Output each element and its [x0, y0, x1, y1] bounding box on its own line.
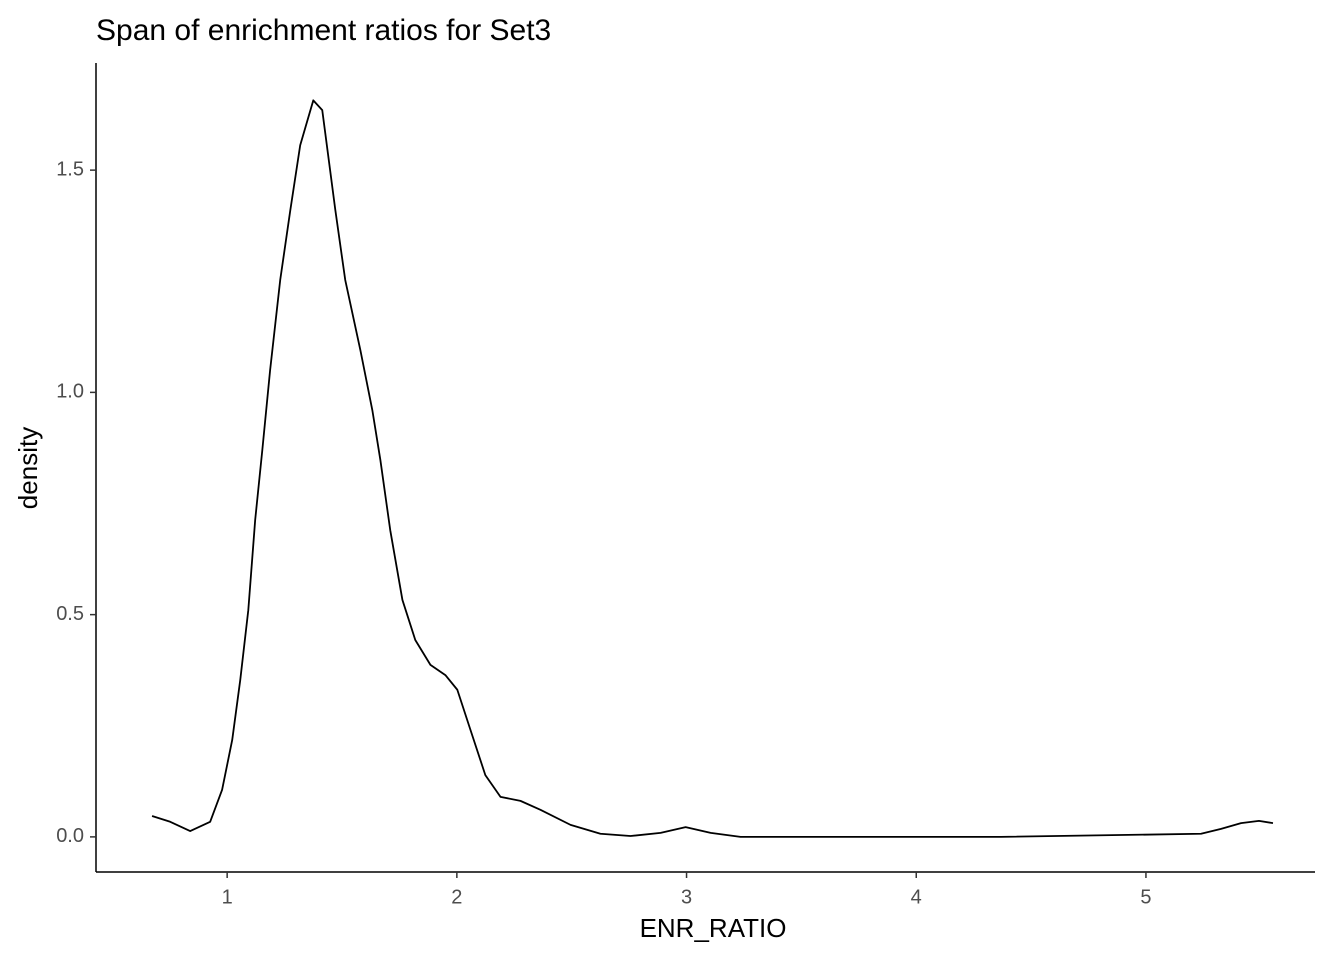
x-tick-label: 3 — [681, 886, 692, 908]
y-axis-title: density — [13, 427, 43, 509]
y-tick-label: 1.0 — [56, 381, 84, 403]
chart-title: Span of enrichment ratios for Set3 — [96, 14, 551, 47]
density-line — [151, 99, 1274, 838]
x-tick-label: 5 — [1140, 886, 1151, 908]
y-tick-label: 1.5 — [56, 158, 84, 180]
y-tick-label: 0.0 — [56, 825, 84, 847]
x-tick-label: 2 — [451, 886, 462, 908]
x-tick-label: 1 — [222, 886, 233, 908]
x-tick-label: 4 — [911, 886, 922, 908]
y-tick-label: 0.5 — [56, 603, 84, 625]
x-axis-title: ENR_RATIO — [640, 913, 787, 943]
